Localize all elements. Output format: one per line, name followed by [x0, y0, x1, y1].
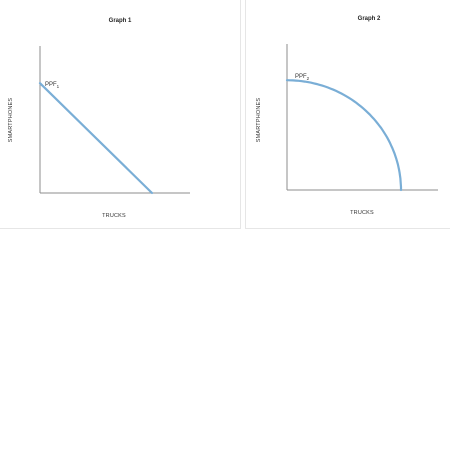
- graph-1-panel: Graph 1 SMARTPHONES TRUCKS PPF1: [0, 0, 241, 229]
- graph-2-panel: Graph 2 SMARTPHONES TRUCKS PPF2: [245, 0, 450, 229]
- graph-1-x-axis-label: TRUCKS: [102, 213, 126, 219]
- graph-2-chart: Graph 2 SMARTPHONES TRUCKS PPF2: [256, 16, 438, 216]
- graph-1-chart: Graph 1 SMARTPHONES TRUCKS PPF1: [8, 18, 190, 219]
- graph-2-ppf-curve: [285, 79, 403, 192]
- graph-2-x-axis-label: TRUCKS: [350, 210, 374, 216]
- graph-1-title: Graph 1: [109, 18, 132, 24]
- graph-1-ppf-label: PPF1: [45, 82, 60, 89]
- graph-1-y-axis-label: SMARTPHONES: [8, 98, 14, 143]
- graph-1-ppf-line: [38, 82, 154, 195]
- graph-2-title: Graph 2: [358, 16, 381, 22]
- graph-2-y-axis-label: SMARTPHONES: [256, 98, 262, 143]
- graph-2-ppf-label: PPF2: [295, 74, 310, 81]
